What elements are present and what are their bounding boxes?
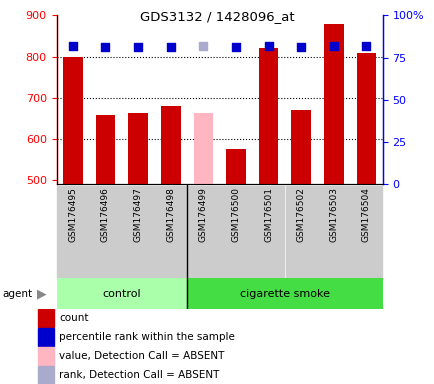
Text: rank, Detection Call = ABSENT: rank, Detection Call = ABSENT: [59, 370, 219, 380]
Bar: [38, 347, 54, 365]
Bar: [356, 53, 375, 184]
Bar: [252, 186, 284, 276]
Point: [297, 45, 304, 51]
Bar: [226, 149, 245, 184]
Bar: [187, 186, 219, 276]
Bar: [187, 278, 398, 309]
Point: [135, 45, 141, 51]
Text: GSM176497: GSM176497: [133, 187, 142, 242]
Text: GSM176498: GSM176498: [166, 187, 175, 242]
Text: agent: agent: [2, 289, 32, 299]
Bar: [38, 310, 54, 328]
Text: GSM176496: GSM176496: [101, 187, 110, 242]
Bar: [161, 106, 180, 184]
Bar: [285, 186, 316, 276]
Bar: [193, 113, 213, 184]
Bar: [90, 186, 121, 276]
Bar: [128, 113, 148, 184]
Text: GSM176503: GSM176503: [329, 187, 338, 242]
Text: GSM176502: GSM176502: [296, 187, 305, 242]
Point: [330, 43, 337, 49]
Text: GDS3132 / 1428096_at: GDS3132 / 1428096_at: [140, 10, 294, 23]
Bar: [63, 56, 82, 184]
Bar: [38, 328, 54, 346]
Text: control: control: [102, 289, 141, 299]
Point: [362, 43, 369, 49]
Text: GSM176495: GSM176495: [68, 187, 77, 242]
Bar: [38, 366, 54, 384]
Point: [199, 43, 207, 49]
Bar: [57, 186, 89, 276]
Bar: [155, 186, 186, 276]
Text: GSM176501: GSM176501: [263, 187, 273, 242]
Bar: [56, 278, 187, 309]
Bar: [95, 115, 115, 184]
Bar: [122, 186, 154, 276]
Text: value, Detection Call = ABSENT: value, Detection Call = ABSENT: [59, 351, 224, 361]
Text: cigarette smoke: cigarette smoke: [240, 289, 329, 299]
Bar: [220, 186, 251, 276]
Text: percentile rank within the sample: percentile rank within the sample: [59, 332, 234, 342]
Text: count: count: [59, 313, 89, 323]
Bar: [317, 186, 349, 276]
Text: GSM176500: GSM176500: [231, 187, 240, 242]
Point: [265, 43, 272, 49]
Text: ▶: ▶: [37, 287, 46, 300]
Point: [69, 43, 76, 49]
Point: [232, 45, 239, 51]
Point: [102, 45, 108, 51]
Bar: [291, 110, 310, 184]
Point: [167, 45, 174, 51]
Text: GSM176504: GSM176504: [361, 187, 370, 242]
Bar: [350, 186, 381, 276]
Text: GSM176499: GSM176499: [198, 187, 207, 242]
Bar: [323, 25, 343, 184]
Bar: [258, 48, 278, 184]
